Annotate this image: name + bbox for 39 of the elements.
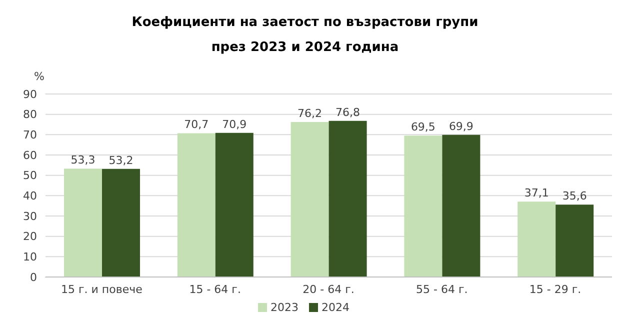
y-tick-label: 10 [23, 250, 37, 264]
y-axis-title: % [34, 70, 44, 83]
legend-label: 2024 [322, 301, 350, 314]
bar [215, 132, 254, 277]
y-tick-label: 80 [23, 108, 37, 122]
y-tick-label: 20 [23, 230, 37, 244]
data-label: 76,2 [298, 107, 322, 120]
y-tick-label: 0 [30, 270, 37, 284]
bar [102, 168, 140, 277]
data-label: 69,9 [448, 120, 474, 133]
data-label: 35,6 [562, 190, 587, 203]
chart-title: Коефициенти на заетост по възрастови групи през 2023 и 2024 година [130, 14, 480, 57]
data-label: 53,2 [108, 154, 134, 167]
legend-label: 2023 [270, 301, 298, 314]
data-label: 53,3 [70, 154, 96, 167]
y-tick-label: 60 [23, 148, 37, 162]
data-label: 37,1 [524, 186, 549, 200]
y-tick-label: 70 [23, 128, 37, 142]
y-tick-label: 90 [23, 88, 37, 101]
bar [556, 204, 594, 277]
y-tick-label: 40 [23, 190, 37, 203]
bar [328, 120, 367, 277]
bar [442, 134, 480, 277]
bar [290, 122, 329, 277]
data-label: 70,7 [184, 118, 209, 132]
bar [64, 168, 102, 277]
bar [518, 202, 556, 277]
data-label: 70,9 [222, 118, 247, 131]
x-tick-label: 20 - 64 г. [302, 282, 354, 296]
x-tick-label: 15 г. и повече [61, 282, 143, 296]
y-tick-label: 50 [23, 169, 37, 182]
bar [177, 133, 216, 277]
x-tick-label: 15 - 64 г. [189, 282, 241, 296]
x-tick-label: 55 - 64 г. [416, 282, 468, 296]
y-tick-label: 30 [23, 210, 37, 223]
bar [404, 136, 442, 277]
x-tick-label: 15 - 29 г. [529, 282, 582, 296]
data-label: 76,8 [336, 106, 360, 119]
data-label: 69,5 [410, 120, 436, 134]
